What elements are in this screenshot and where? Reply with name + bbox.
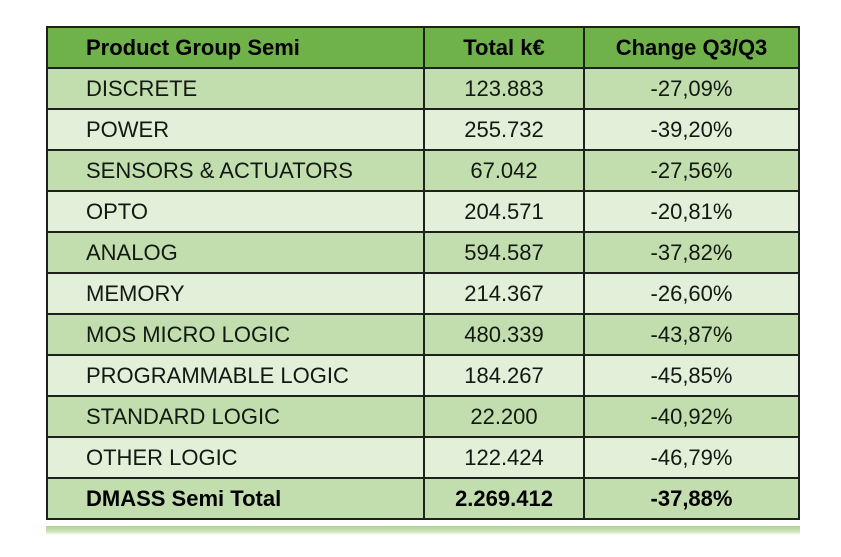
total-row-change: -37,88% xyxy=(583,477,800,520)
column-header-product-group: Product Group Semi xyxy=(46,26,425,69)
change-cell: -43,87% xyxy=(583,313,800,356)
product-cell: ANALOG xyxy=(46,231,425,274)
change-cell: -45,85% xyxy=(583,354,800,397)
total-cell: 123.883 xyxy=(423,67,585,110)
table-row: DISCRETE 123.883 -27,09% xyxy=(46,67,800,110)
product-cell: DISCRETE xyxy=(46,67,425,110)
table-row: POWER 255.732 -39,20% xyxy=(46,108,800,151)
table-row: ANALOG 594.587 -37,82% xyxy=(46,231,800,274)
change-cell: -40,92% xyxy=(583,395,800,438)
total-cell: 22.200 xyxy=(423,395,585,438)
table-row: MEMORY 214.367 -26,60% xyxy=(46,272,800,315)
table-row: OTHER LOGIC 122.424 -46,79% xyxy=(46,436,800,479)
product-cell: OTHER LOGIC xyxy=(46,436,425,479)
table-row: SENSORS & ACTUATORS 67.042 -27,56% xyxy=(46,149,800,192)
total-row-label: DMASS Semi Total xyxy=(46,477,425,520)
total-cell: 255.732 xyxy=(423,108,585,151)
change-cell: -20,81% xyxy=(583,190,800,233)
total-cell: 184.267 xyxy=(423,354,585,397)
change-cell: -27,56% xyxy=(583,149,800,192)
total-cell: 214.367 xyxy=(423,272,585,315)
change-cell: -26,60% xyxy=(583,272,800,315)
product-cell: MOS MICRO LOGIC xyxy=(46,313,425,356)
product-group-semi-table: Product Group Semi Total k€ Change Q3/Q3… xyxy=(46,26,800,520)
product-cell: MEMORY xyxy=(46,272,425,315)
change-cell: -27,09% xyxy=(583,67,800,110)
product-cell: STANDARD LOGIC xyxy=(46,395,425,438)
total-row-total: 2.269.412 xyxy=(423,477,585,520)
table-row: STANDARD LOGIC 22.200 -40,92% xyxy=(46,395,800,438)
total-cell: 204.571 xyxy=(423,190,585,233)
table-row: OPTO 204.571 -20,81% xyxy=(46,190,800,233)
product-cell: POWER xyxy=(46,108,425,151)
change-cell: -39,20% xyxy=(583,108,800,151)
column-header-change-q3-q3: Change Q3/Q3 xyxy=(583,26,800,69)
total-row: DMASS Semi Total 2.269.412 -37,88% xyxy=(46,477,800,520)
total-cell: 480.339 xyxy=(423,313,585,356)
change-cell: -37,82% xyxy=(583,231,800,274)
product-cell: OPTO xyxy=(46,190,425,233)
table-row: PROGRAMMABLE LOGIC 184.267 -45,85% xyxy=(46,354,800,397)
product-cell: SENSORS & ACTUATORS xyxy=(46,149,425,192)
change-cell: -46,79% xyxy=(583,436,800,479)
total-cell: 67.042 xyxy=(423,149,585,192)
product-cell: PROGRAMMABLE LOGIC xyxy=(46,354,425,397)
column-header-total-keur: Total k€ xyxy=(423,26,585,69)
header-row: Product Group Semi Total k€ Change Q3/Q3 xyxy=(46,26,800,69)
total-cell: 122.424 xyxy=(423,436,585,479)
total-cell: 594.587 xyxy=(423,231,585,274)
table-row: MOS MICRO LOGIC 480.339 -43,87% xyxy=(46,313,800,356)
cropped-row-sliver xyxy=(46,526,800,535)
